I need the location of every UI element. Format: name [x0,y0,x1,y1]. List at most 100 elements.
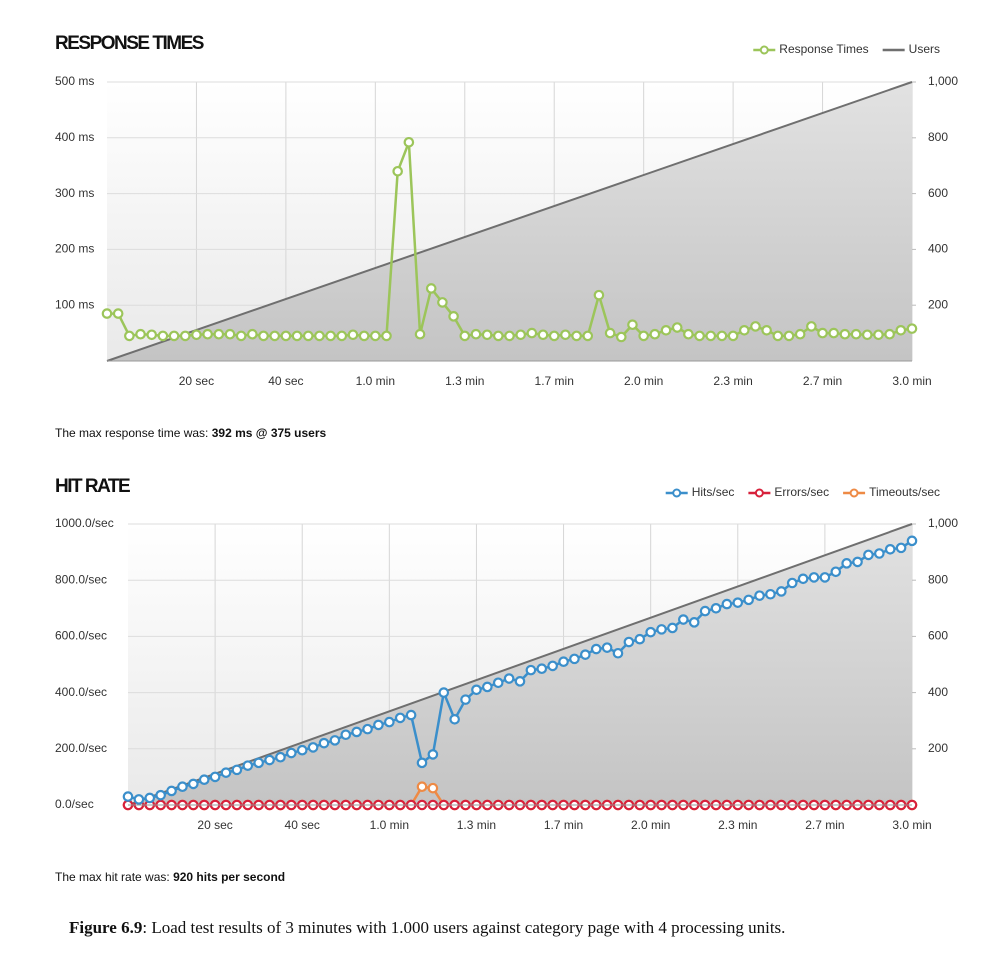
data-point [873,329,884,341]
data-point [384,716,395,728]
data-point [716,330,728,342]
data-point [895,542,907,554]
x-tick-label: 3.0 min [892,374,931,388]
data-point [258,330,269,342]
x-tick-label: 40 sec [285,818,320,832]
data-point [264,754,275,766]
data-point [336,330,348,342]
data-point [362,723,373,735]
data-point [699,605,711,617]
data-point [296,744,308,756]
data-point [765,588,776,600]
x-tick-label: 40 sec [268,374,303,388]
data-point [582,330,594,342]
data-point [340,729,352,741]
y2-tick-label: 400 [928,685,948,699]
data-point [405,709,417,721]
data-point [347,329,359,341]
data-point [817,327,828,339]
data-point [852,556,863,568]
data-point [794,328,806,340]
y-tick-label: 600.0/sec [55,629,107,643]
data-point [754,590,765,601]
data-point [381,330,392,342]
data-point [438,687,450,698]
x-tick-label: 2.3 min [718,818,757,832]
legend-marker [754,488,764,498]
y2-tick-label: 1,000 [928,516,958,530]
series-line [106,81,913,362]
data-point [351,726,362,738]
data-point [580,649,591,660]
data-point [373,719,384,731]
data-point [291,330,303,342]
caption-label: Figure 6.9 [69,918,142,937]
data-point [425,283,437,294]
data-point [209,771,221,783]
data-point [841,558,852,569]
data-point [590,643,602,655]
data-point [656,624,667,635]
data-point [688,617,700,628]
data-point [671,322,683,333]
data-point [616,331,627,343]
data-point [786,577,798,589]
data-point [437,297,448,308]
data-point [448,311,459,322]
y2-tick-label: 600 [928,629,948,643]
data-point [895,325,907,336]
data-point [135,328,146,340]
y-tick-label: 0.0/sec [55,797,94,811]
data-point [177,781,188,793]
legend-label: Hits/sec [692,485,735,499]
data-point [515,329,526,341]
data-point [242,760,254,771]
data-point [525,664,537,676]
data-point [721,598,733,610]
legend-label: Users [909,42,940,56]
data-point [612,647,624,659]
data-point [776,586,787,597]
data-point [302,330,314,342]
data-point [569,653,580,665]
data-point [514,676,526,687]
data-point [819,572,831,583]
data-point [526,327,538,339]
data-point [146,329,158,341]
data-point [414,328,426,340]
data-point [863,549,874,561]
data-point [761,325,772,336]
data-point [678,614,689,625]
data-point [168,330,180,342]
data-point [166,785,177,797]
data-point [884,543,896,555]
data-point [471,684,482,696]
x-tick-label: 2.7 min [803,374,842,388]
data-point [649,328,661,340]
y-tick-label: 300 ms [55,186,94,200]
y-tick-label: 200.0/sec [55,741,107,755]
data-point [392,165,403,177]
data-point [694,330,705,342]
y-tick-label: 1000.0/sec [55,516,114,530]
data-point [460,694,471,705]
data-point [275,751,286,763]
y2-tick-label: 200 [928,741,948,755]
data-point [370,330,381,342]
chart-title: RESPONSE TIMES [55,33,204,54]
data-point [101,308,113,319]
data-point [124,330,135,342]
data-point [122,791,134,802]
data-point [133,794,145,805]
data-point [548,330,560,342]
legend-marker [759,45,769,55]
y-tick-label: 500 ms [55,74,94,88]
data-point [660,325,672,336]
chart-title: HIT RATE [55,476,130,497]
data-point [667,622,678,634]
data-point [839,328,851,340]
x-tick-label: 2.0 min [624,374,663,388]
data-point [427,749,439,760]
x-tick-label: 1.7 min [544,818,583,832]
data-point [459,330,471,342]
